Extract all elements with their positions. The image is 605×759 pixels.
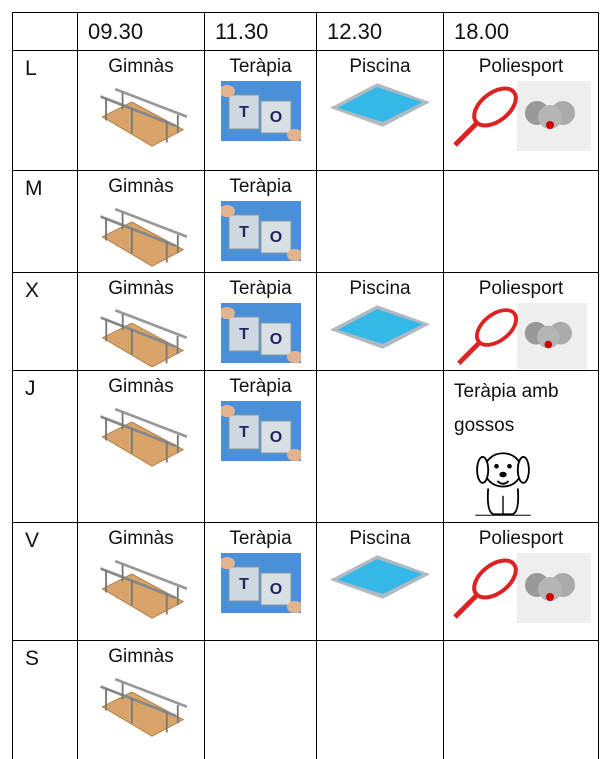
activity: Gimnàs xyxy=(108,646,174,667)
dog-icon xyxy=(466,443,540,519)
day-label: X xyxy=(12,272,78,371)
puzzle-icon xyxy=(221,401,301,461)
activity: Piscina xyxy=(349,278,411,299)
day-row: V Gimnàs Teràpia Piscina Poliesport xyxy=(12,522,599,641)
activity: Teràpia amb gossos xyxy=(454,381,559,436)
puzzle-icon xyxy=(221,81,301,141)
bars-icon xyxy=(95,201,187,267)
day-label: J xyxy=(12,370,78,523)
empty-cell xyxy=(443,170,599,273)
empty-cell xyxy=(204,640,317,759)
day-row: S Gimnàs xyxy=(12,640,599,759)
bars-icon xyxy=(95,553,187,619)
empty-cell xyxy=(316,370,444,523)
day-label: M xyxy=(12,170,78,273)
sport-icon xyxy=(451,81,591,151)
day-label: S xyxy=(12,640,78,759)
day-label: L xyxy=(12,50,78,171)
activity: Teràpia xyxy=(229,278,292,299)
activity: Poliesport xyxy=(478,278,564,299)
activity: Poliesport xyxy=(478,528,564,549)
activity: Teràpia xyxy=(229,528,292,549)
empty-cell xyxy=(443,640,599,759)
activity: Teràpia xyxy=(229,176,292,197)
day-row: L Gimnàs Teràpia Piscina Poliesport xyxy=(12,50,599,171)
bars-icon xyxy=(95,671,187,737)
time-header: 12.30 xyxy=(316,12,444,51)
bars-icon xyxy=(95,81,187,147)
activity: Gimnàs xyxy=(108,376,174,397)
empty-cell xyxy=(316,170,444,273)
pool-icon xyxy=(328,81,432,129)
day-row: X Gimnàs Teràpia Piscina Poliesport xyxy=(12,272,599,371)
pool-icon xyxy=(328,303,432,351)
schedule-table: 09.30 11.30 12.30 18.00 L Gimnàs Teràpia… xyxy=(12,12,599,759)
puzzle-icon xyxy=(221,201,301,261)
activity: Gimnàs xyxy=(108,278,174,299)
time-header: 11.30 xyxy=(204,12,317,51)
day-row: M Gimnàs Teràpia xyxy=(12,170,599,273)
puzzle-icon xyxy=(221,303,301,363)
activity: Piscina xyxy=(349,528,411,549)
activity: Teràpia xyxy=(229,56,292,77)
day-row: J Gimnàs Teràpia Teràpia amb gossos xyxy=(12,370,599,523)
activity: Gimnàs xyxy=(108,528,174,549)
activity: Poliesport xyxy=(478,56,564,77)
activity: Teràpia xyxy=(229,376,292,397)
bars-icon xyxy=(95,303,187,367)
pool-icon xyxy=(328,553,432,601)
bars-icon xyxy=(95,401,187,467)
sport-icon xyxy=(451,553,591,623)
day-label: V xyxy=(12,522,78,641)
activity: Piscina xyxy=(349,56,411,77)
time-header: 09.30 xyxy=(77,12,205,51)
sport-icon xyxy=(451,303,591,369)
empty-cell xyxy=(316,640,444,759)
activity: Gimnàs xyxy=(108,176,174,197)
activity: Gimnàs xyxy=(108,56,174,77)
puzzle-icon xyxy=(221,553,301,613)
time-header: 18.00 xyxy=(443,12,599,51)
header-row: 09.30 11.30 12.30 18.00 xyxy=(12,12,599,51)
corner-cell xyxy=(12,12,78,51)
